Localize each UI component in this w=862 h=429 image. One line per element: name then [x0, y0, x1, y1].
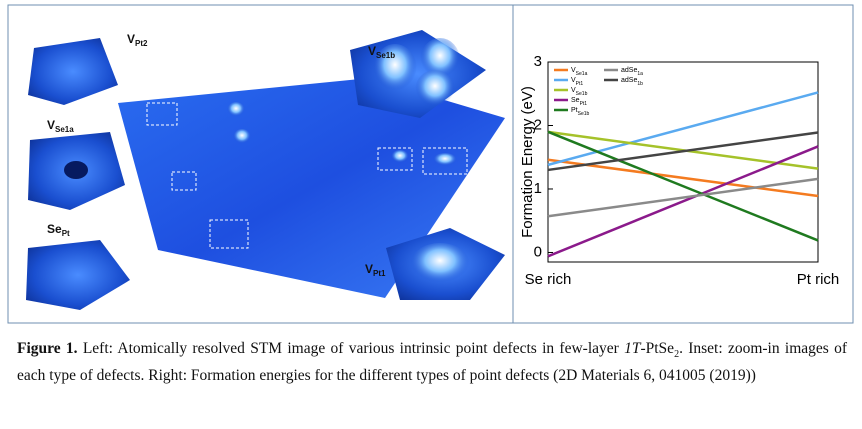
inset-label-sub: Pt	[62, 229, 70, 238]
inset-label-main: Se	[47, 222, 62, 236]
caption-italic: 1T	[624, 340, 640, 357]
page: VPt2VSe1bVSe1aSePtVPt1 0123Se richPt ric…	[0, 0, 862, 429]
caption-label: Figure 1.	[17, 340, 78, 357]
legend-label-main: adSe	[621, 77, 637, 84]
inset-label-sub: Pt1	[373, 269, 386, 278]
legend-label-sub: Pt1	[580, 101, 588, 107]
caption-text: -PtSe	[640, 340, 674, 357]
legend-label: PtSe1b	[571, 107, 590, 117]
series-line	[548, 179, 818, 216]
legend-label: VSe1b	[571, 87, 588, 97]
inset-label: SePt	[47, 222, 70, 238]
inset-label-main: V	[127, 32, 135, 46]
legend-label: adSe1b	[621, 77, 643, 87]
legend-label: adSe1a	[621, 67, 643, 77]
caption: Figure 1. Left: Atomically resolved STM …	[17, 338, 847, 386]
y-axis-label: Formation Energy (eV)	[519, 86, 536, 238]
inset-label-main: V	[368, 44, 376, 58]
inset-label-sub: Pt2	[135, 39, 148, 48]
series-line	[548, 92, 818, 164]
legend-label-sub: Se1b	[578, 111, 590, 117]
inset-label-main: V	[365, 262, 373, 276]
legend-label-main: Se	[571, 97, 580, 104]
inset-label: VSe1a	[47, 118, 74, 134]
legend-label-main: adSe	[621, 67, 637, 74]
inset-label: VPt2	[127, 32, 148, 48]
y-tick-label: 0	[534, 243, 542, 260]
series-line	[548, 146, 818, 256]
series-line	[548, 132, 818, 241]
legend-label: VSe1a	[571, 67, 588, 77]
legend-label-sub: 1a	[637, 71, 643, 77]
legend-label: VPt1	[571, 77, 583, 87]
caption-text: Left: Atomically resolved STM image of v…	[78, 340, 625, 357]
legend-label: SePt1	[571, 97, 587, 107]
y-tick-label: 3	[534, 53, 542, 70]
legend-label-sub: Pt1	[576, 81, 584, 87]
legend-label-sub: 1b	[637, 81, 643, 87]
inset-label-sub: Se1b	[376, 51, 395, 60]
x-tick-label: Se rich	[525, 271, 572, 288]
legend-label-sub: Se1a	[576, 71, 588, 77]
inset-label-sub: Se1a	[55, 125, 74, 134]
x-tick-label: Pt rich	[797, 271, 840, 288]
inset-label-main: V	[47, 118, 55, 132]
